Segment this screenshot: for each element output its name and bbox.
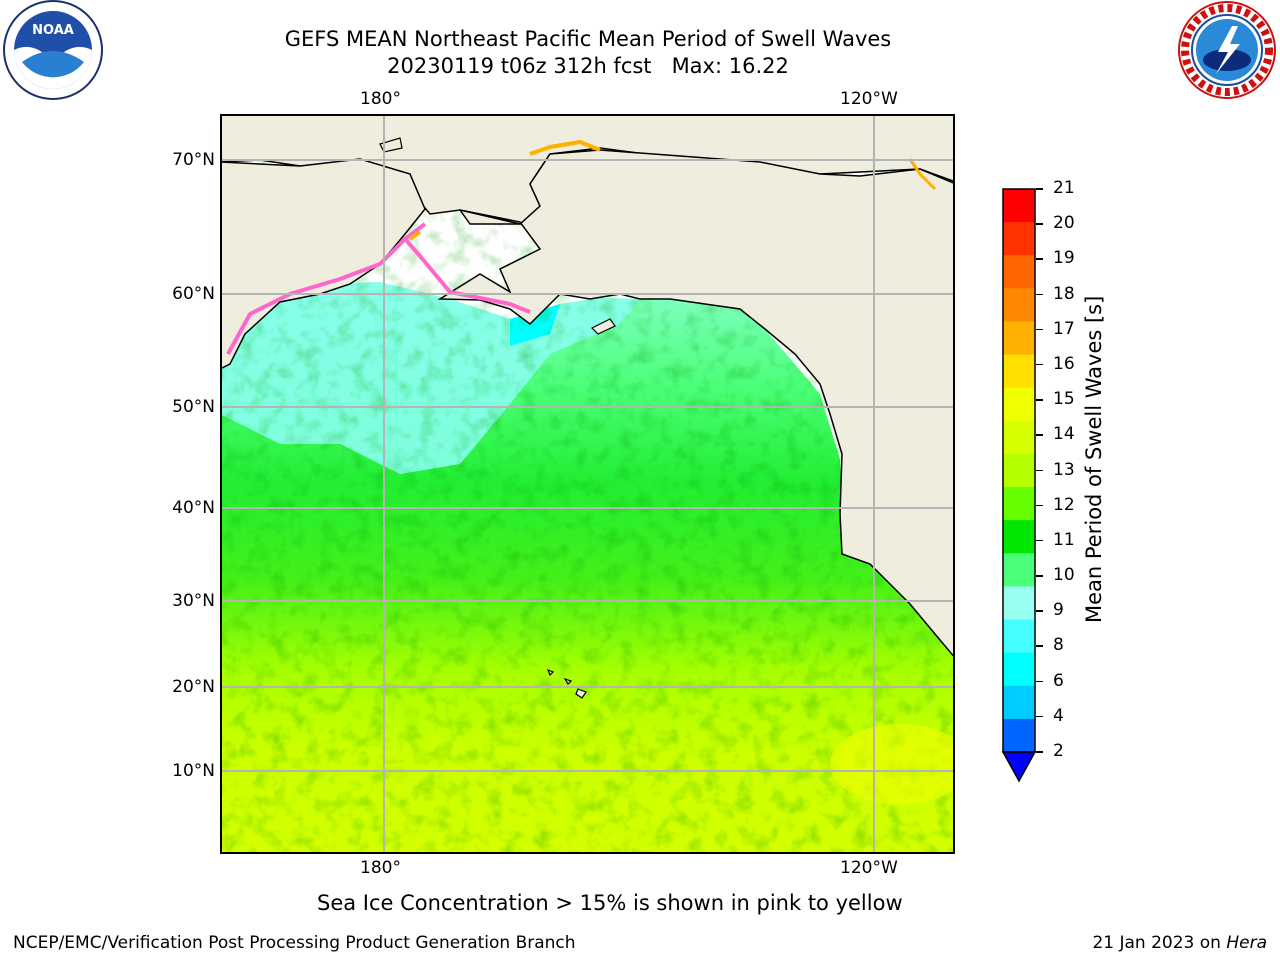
- colorbar-segment: [1003, 619, 1035, 654]
- colorbar-segment: [1003, 718, 1035, 753]
- colorbar-segment: [1003, 387, 1035, 422]
- colorbar-tick-mark: [1036, 680, 1043, 683]
- colorbar-tick-label: 12: [1053, 494, 1075, 515]
- colorbar-tick-label: 6: [1053, 670, 1064, 691]
- colorbar-segment: [1003, 189, 1035, 223]
- colorbar-segment: [1003, 453, 1035, 488]
- colorbar-tick-label: 19: [1053, 248, 1075, 269]
- title-line-1: GEFS MEAN Northeast Pacific Mean Period …: [284, 27, 892, 51]
- colorbar-segment: [1003, 553, 1035, 587]
- colorbar-tick-label: 20: [1053, 213, 1075, 234]
- colorbar-tick-mark: [1036, 223, 1043, 225]
- lon-tick-top-120w: 120°W: [840, 89, 898, 109]
- colorbar-segment: [1003, 222, 1035, 256]
- nws-logo: [1178, 1, 1276, 99]
- colorbar-segment: [1003, 354, 1035, 389]
- lat-tick-70n: 70°N: [172, 150, 215, 170]
- colorbar-tick-mark: [1036, 715, 1043, 718]
- colorbar-tick-label: 21: [1053, 178, 1075, 198]
- lon-tick-bottom-180: 180°: [360, 858, 401, 878]
- colorbar-tick-label: 13: [1053, 459, 1075, 480]
- footer-date: 21 Jan 2023 on: [1092, 933, 1227, 953]
- colorbar-tick-mark: [1036, 751, 1043, 753]
- colorbar-tick-mark: [1036, 434, 1043, 436]
- colorbar-tick-label: 15: [1053, 389, 1075, 410]
- colorbar-tick-mark: [1036, 575, 1043, 577]
- footer-left: NCEP/EMC/Verification Post Processing Pr…: [13, 933, 576, 953]
- colorbar-tick-mark: [1036, 399, 1043, 401]
- lon-tick-bottom-120w: 120°W: [840, 858, 898, 878]
- colorbar: [1001, 188, 1037, 783]
- noaa-logo: NOAA: [3, 0, 103, 100]
- colorbar-segment: [1003, 586, 1035, 621]
- colorbar-segment: [1003, 487, 1035, 521]
- colorbar-tick-label: 18: [1053, 283, 1075, 304]
- lat-tick-10n: 10°N: [172, 761, 215, 781]
- colorbar-tick-mark: [1036, 188, 1043, 190]
- colorbar-tick-mark: [1036, 293, 1043, 296]
- footer-right: 21 Jan 2023 on Hera: [1092, 933, 1267, 953]
- colorbar-tick-label: 14: [1053, 424, 1075, 445]
- lat-tick-30n: 30°N: [172, 591, 215, 611]
- map-plot: [220, 114, 955, 854]
- colorbar-tick-mark: [1036, 363, 1043, 366]
- colorbar-tick-mark: [1036, 504, 1043, 507]
- lat-tick-20n: 20°N: [172, 677, 215, 697]
- sea-ice-note: Sea Ice Concentration > 15% is shown in …: [317, 891, 903, 915]
- colorbar-tick-label: 17: [1053, 318, 1075, 339]
- colorbar-extend-arrow: [1001, 751, 1037, 783]
- footer-host: Hera: [1226, 933, 1267, 953]
- colorbar-segment: [1003, 420, 1035, 455]
- colorbar-tick-label: 2: [1053, 741, 1064, 761]
- colorbar-tick-label: 8: [1053, 635, 1064, 656]
- colorbar-segment: [1003, 520, 1035, 554]
- graticule: [221, 115, 954, 853]
- colorbar-tick-label: 11: [1053, 529, 1075, 550]
- colorbar-tick-mark: [1036, 328, 1043, 331]
- colorbar-tick-mark: [1036, 645, 1043, 647]
- colorbar-segment: [1003, 255, 1035, 289]
- lat-tick-50n: 50°N: [172, 397, 215, 417]
- colorbar-label: Mean Period of Swell Waves [s]: [1082, 295, 1106, 623]
- colorbar-tick-label: 10: [1053, 565, 1075, 586]
- colorbar-tick-mark: [1036, 610, 1043, 612]
- colorbar-tick-label: 16: [1053, 353, 1075, 374]
- colorbar-tick-mark: [1036, 539, 1043, 542]
- colorbar-tick-mark: [1036, 258, 1043, 260]
- colorbar-segment: [1003, 288, 1035, 322]
- noaa-logo-text: NOAA: [32, 23, 74, 38]
- colorbar-tick-mark: [1036, 469, 1043, 471]
- lon-tick-top-180: 180°: [360, 89, 401, 109]
- colorbar-segment: [1003, 652, 1035, 687]
- colorbar-segments: [1003, 189, 1035, 753]
- colorbar-segment: [1003, 321, 1035, 356]
- lat-tick-40n: 40°N: [172, 498, 215, 518]
- title-line-2: 20230119 t06z 312h fcst Max: 16.22: [387, 54, 789, 78]
- lat-tick-60n: 60°N: [172, 284, 215, 304]
- colorbar-tick-label: 9: [1053, 600, 1064, 621]
- colorbar-segment: [1003, 685, 1035, 720]
- colorbar-tick-label: 4: [1053, 705, 1064, 726]
